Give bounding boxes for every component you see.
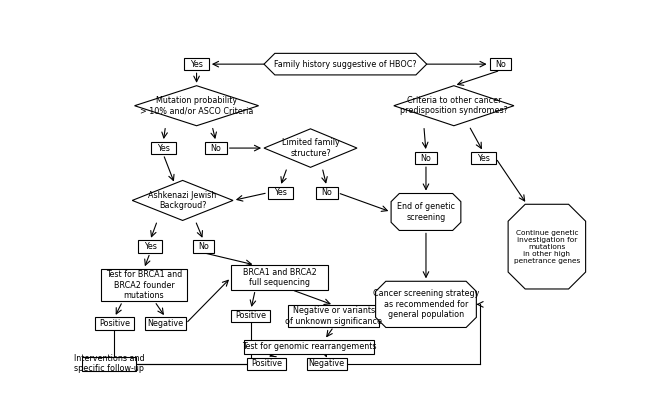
Polygon shape [134,86,259,126]
Polygon shape [508,204,586,289]
Polygon shape [264,129,357,167]
FancyBboxPatch shape [184,58,209,70]
Polygon shape [264,53,427,75]
FancyBboxPatch shape [268,186,293,199]
Text: Yes: Yes [274,188,287,197]
Text: Cancer screening strategy
as recommended for
general population: Cancer screening strategy as recommended… [373,290,479,319]
Text: No: No [210,144,221,153]
FancyBboxPatch shape [244,340,374,354]
Polygon shape [394,86,514,126]
FancyBboxPatch shape [151,142,176,154]
Text: No: No [495,59,506,69]
Polygon shape [132,181,233,220]
Polygon shape [375,281,476,328]
Text: Negative or variants
of unknown significance: Negative or variants of unknown signific… [285,306,383,326]
FancyBboxPatch shape [307,357,347,370]
FancyBboxPatch shape [231,310,271,322]
Text: No: No [322,188,332,197]
Text: Yes: Yes [143,242,157,251]
Text: Ashkenazi Jewish
Backgroud?: Ashkenazi Jewish Backgroud? [149,191,217,210]
FancyBboxPatch shape [247,357,286,370]
Polygon shape [391,194,461,230]
Text: BRCA1 and BRCA2
full sequencing: BRCA1 and BRCA2 full sequencing [242,268,316,287]
Text: Positive: Positive [99,319,130,328]
FancyBboxPatch shape [95,318,134,330]
FancyBboxPatch shape [193,241,214,253]
FancyBboxPatch shape [82,357,136,370]
Text: Yes: Yes [477,154,490,163]
FancyBboxPatch shape [145,318,186,330]
Text: Mutation probability
> 10% and/or ASCO Criteria: Mutation probability > 10% and/or ASCO C… [140,96,253,115]
Text: No: No [421,154,432,163]
Text: Interventions and
specific follow-up: Interventions and specific follow-up [73,354,144,373]
FancyBboxPatch shape [102,269,187,301]
FancyBboxPatch shape [231,265,328,290]
Text: Negative: Negative [309,359,345,368]
Text: Criteria to other cancer
predisposition syndromes?: Criteria to other cancer predisposition … [400,96,508,115]
Text: Yes: Yes [157,144,170,153]
FancyBboxPatch shape [471,152,496,164]
FancyBboxPatch shape [138,241,162,253]
Text: Limited family
structure?: Limited family structure? [282,138,339,158]
Text: No: No [198,242,209,251]
Text: Test for genomic rearrangements: Test for genomic rearrangements [242,342,376,351]
Text: Negative: Negative [147,319,183,328]
FancyBboxPatch shape [205,142,227,154]
Text: End of genetic
screening: End of genetic screening [397,202,455,222]
Text: Family history suggestive of HBOC?: Family history suggestive of HBOC? [274,59,417,69]
Text: Yes: Yes [190,59,203,69]
Text: Test for BRCA1 and
BRCA2 founder
mutations: Test for BRCA1 and BRCA2 founder mutatio… [105,270,182,300]
Text: Positive: Positive [235,311,267,321]
FancyBboxPatch shape [288,305,379,327]
Text: Positive: Positive [251,359,282,368]
FancyBboxPatch shape [316,186,337,199]
FancyBboxPatch shape [489,58,511,70]
Text: Continue genetic
investigation for
mutations
in other high
penetrance genes: Continue genetic investigation for mutat… [514,230,580,264]
FancyBboxPatch shape [415,152,437,164]
